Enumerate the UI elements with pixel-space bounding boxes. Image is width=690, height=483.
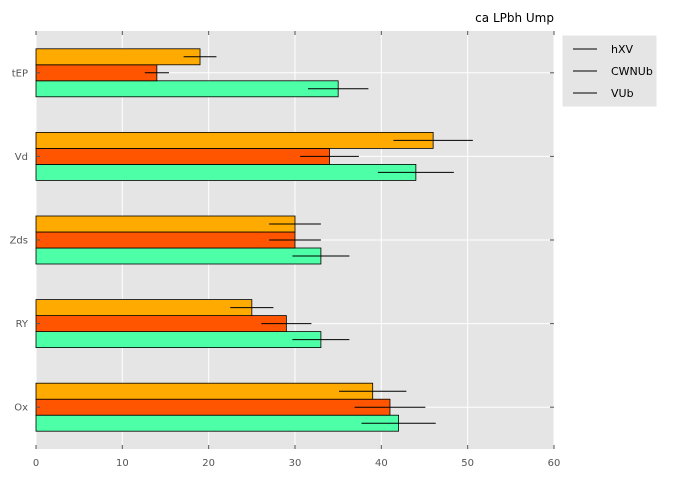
- x-tick-label: 10: [116, 458, 129, 469]
- x-axis: 0 10 20 30 40 50 60: [33, 31, 561, 469]
- y-tick-label: Zds: [10, 236, 28, 247]
- legend: hXV CWNUb VUb: [562, 35, 657, 107]
- x-tick-label: 20: [202, 458, 215, 469]
- bar: [35, 231, 296, 249]
- y-tick-label: RY: [16, 319, 29, 330]
- x-tick-label: 30: [289, 458, 302, 469]
- legend-label: hXV: [611, 43, 634, 56]
- x-tick-label: 40: [375, 458, 388, 469]
- bar: [35, 247, 322, 265]
- bar: [35, 331, 322, 349]
- x-tick-label: 0: [33, 458, 39, 469]
- legend-label: CWNUb: [611, 65, 653, 78]
- bars: [35, 48, 473, 432]
- y-tick-label: tEP: [12, 68, 28, 79]
- chart-title: ca LPbh Ump: [475, 11, 554, 25]
- bar: [35, 382, 374, 400]
- bar: [35, 398, 391, 416]
- bar: [35, 80, 339, 98]
- y-axis: Ox RY Zds Vd tEP: [10, 68, 554, 414]
- x-tick-label: 50: [461, 458, 474, 469]
- bar: [35, 147, 330, 165]
- x-tick-label: 60: [548, 458, 561, 469]
- bar: [35, 64, 158, 82]
- bar: [35, 299, 253, 317]
- bar: [35, 414, 400, 432]
- bar: [35, 131, 434, 149]
- bar: [35, 215, 296, 233]
- bar: [35, 163, 417, 181]
- bar: [35, 315, 287, 333]
- y-tick-label: Ox: [14, 403, 28, 414]
- bar: [35, 48, 201, 66]
- legend-label: VUb: [611, 87, 634, 100]
- y-tick-label: Vd: [15, 152, 28, 163]
